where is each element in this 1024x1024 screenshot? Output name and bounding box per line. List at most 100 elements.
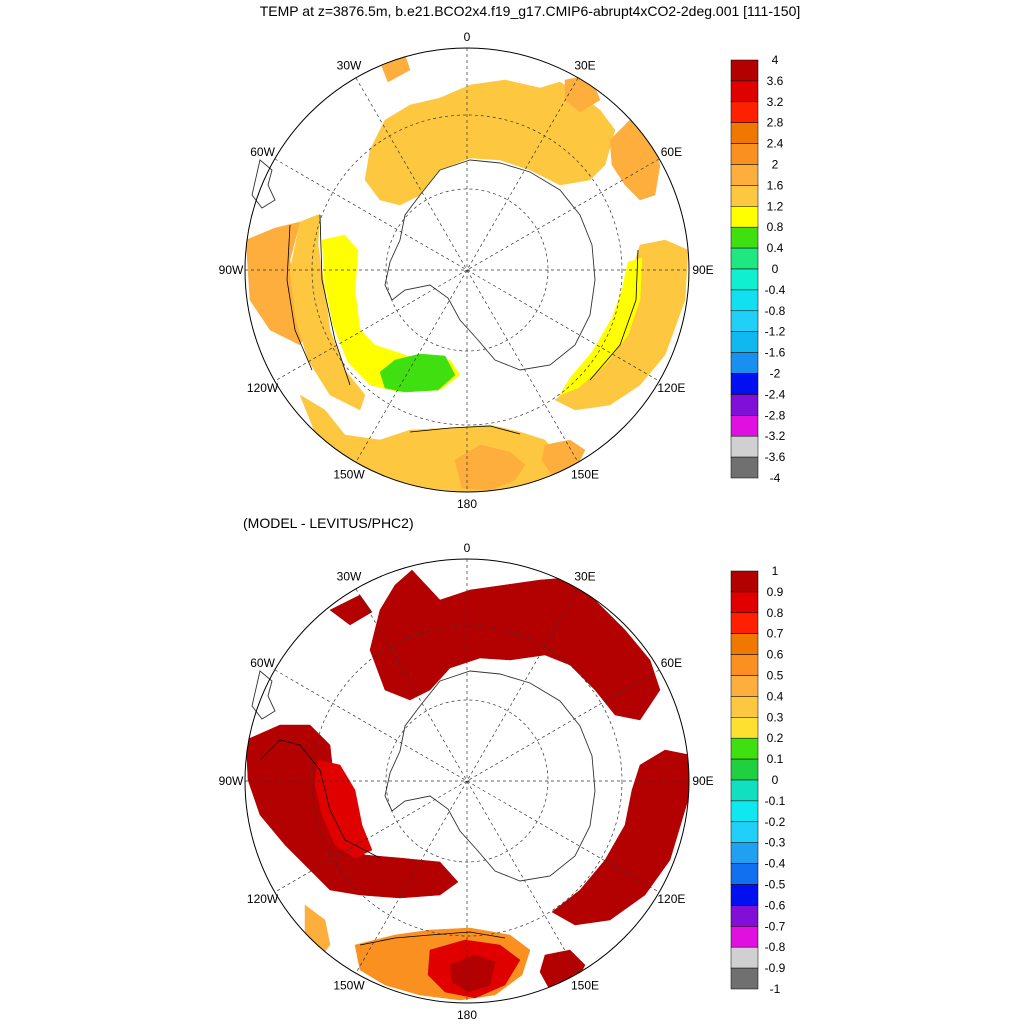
longitude-label: 0 xyxy=(464,541,471,555)
colorbar-label: -0.5 xyxy=(765,878,786,892)
colorbar-swatch xyxy=(730,926,759,948)
longitude-label: 120W xyxy=(247,892,279,906)
colorbar-swatch xyxy=(730,905,759,927)
colorbar-label: 0.9 xyxy=(767,585,784,599)
colorbar-swatch xyxy=(730,737,759,760)
colorbar-label: 0 xyxy=(772,262,779,276)
longitude-label: 30W xyxy=(337,570,362,584)
graticule xyxy=(245,559,689,1003)
contour-line xyxy=(286,224,313,371)
colorbar-swatch xyxy=(730,863,759,885)
colorbar-label: 3.6 xyxy=(767,74,784,88)
longitude-label: 30E xyxy=(574,59,595,73)
colorbar-label: -1.2 xyxy=(765,325,786,339)
antarctica-coastline xyxy=(384,670,596,882)
longitude-label: 30W xyxy=(337,59,362,73)
colorbar-swatch xyxy=(730,185,759,207)
colorbar-swatch xyxy=(730,696,759,718)
colorbar-swatch xyxy=(730,247,759,270)
colorbar-swatch xyxy=(730,226,759,249)
colorbar-label: -0.7 xyxy=(765,919,786,933)
field-warm xyxy=(364,79,616,206)
colorbar-swatch xyxy=(730,717,759,739)
longitude-label: 120E xyxy=(657,381,685,395)
colorbar-swatch xyxy=(730,122,759,144)
colorbar-label: 0.8 xyxy=(767,606,784,620)
longitude-label: 150E xyxy=(571,467,599,481)
contour-line xyxy=(259,739,381,859)
colorbar-label: 2.8 xyxy=(767,116,784,130)
field-green xyxy=(379,353,456,393)
colorbar-label: 3.2 xyxy=(767,95,784,109)
colorbar-swatch xyxy=(730,352,759,374)
field-dark-nw xyxy=(329,594,373,626)
colorbar-label: -0.8 xyxy=(765,304,786,318)
field-mid-w xyxy=(289,213,366,411)
longitude-label: 120W xyxy=(247,381,279,395)
colorbar-label: -2 xyxy=(770,367,781,381)
colorbar-swatch xyxy=(730,164,759,186)
contour-line xyxy=(589,249,639,381)
longitude-label: 60E xyxy=(661,656,682,670)
field-dark-e xyxy=(551,749,689,926)
colorbar-label: -3.6 xyxy=(765,450,786,464)
colorbar-label: 0.3 xyxy=(767,710,784,724)
temperature-field xyxy=(245,54,689,492)
colorbar-swatch xyxy=(730,101,759,123)
colorbar-swatch xyxy=(730,612,759,634)
colorbar-label: 0.5 xyxy=(767,669,784,683)
colorbar-swatch xyxy=(730,289,759,312)
contour-line xyxy=(409,425,521,435)
colorbar-swatch xyxy=(730,821,759,843)
colorbar-label: -0.8 xyxy=(765,940,786,954)
colorbar-swatch xyxy=(730,394,759,416)
field-mid-s xyxy=(304,904,331,961)
colorbar-temperature: 4 3.6 3.2 2.8 2.4 2 1.6 1.2 0.8 0.4 0 -0.4 -0.8 -1.2 -… xyxy=(730,53,786,485)
colorbar-label: 0 xyxy=(772,773,779,787)
map-boundary xyxy=(244,558,690,1004)
field-red-w xyxy=(314,759,373,859)
contour-line xyxy=(319,214,351,386)
colorbar-label: 4 xyxy=(772,53,779,67)
colorbar-label: -1 xyxy=(770,982,781,996)
colorbar-label: 0.1 xyxy=(767,752,784,766)
colorbar-label: 0.2 xyxy=(767,731,784,745)
colorbar-swatch xyxy=(730,654,759,676)
map-boundary xyxy=(244,47,690,493)
colorbar-swatch xyxy=(730,415,759,437)
colorbar-label: -0.4 xyxy=(765,283,786,297)
longitude-label: 90W xyxy=(219,774,244,788)
colorbar-swatch xyxy=(730,633,759,655)
longitude-label: 90E xyxy=(692,263,713,277)
colorbar-label: 0.4 xyxy=(767,689,784,703)
south-america-coastline xyxy=(251,670,276,720)
colorbar-label: -4 xyxy=(770,471,781,485)
colorbar-label: -3.2 xyxy=(765,429,786,443)
colorbar-label: 1.6 xyxy=(767,178,784,192)
field-warm-ne xyxy=(609,119,661,201)
field-warm-top xyxy=(379,54,411,83)
longitude-label: 60W xyxy=(250,656,275,670)
colorbar-swatch xyxy=(730,967,759,990)
colorbar-swatch xyxy=(730,80,759,103)
colorbar-swatch xyxy=(730,331,759,353)
colorbar-swatch xyxy=(730,570,759,593)
colorbar-label: 1.2 xyxy=(767,199,784,213)
colorbar-swatch xyxy=(730,675,759,697)
longitude-label: 60E xyxy=(661,145,682,159)
colorbar-swatch xyxy=(730,800,759,823)
colorbar-difference: 1 0.9 0.8 0.7 0.6 0.5 0.4 0.3 0.2 0.1 0 -0.1 -0.2 -0.… xyxy=(730,564,786,996)
longitude-label: 180 xyxy=(457,1008,477,1022)
colorbar-label: -0.6 xyxy=(765,898,786,912)
figure-title: TEMP at z=3876.5m, b.e21.BCO2x4.f19_g17.… xyxy=(259,3,801,19)
field-yellow-e xyxy=(559,257,643,396)
longitude-label: 90W xyxy=(219,263,244,277)
contour-line xyxy=(359,931,506,946)
colorbar-label: 2 xyxy=(772,158,779,172)
south-america-coastline xyxy=(251,159,276,209)
colorbar-label: 0.4 xyxy=(767,241,784,255)
colorbar-swatch xyxy=(730,268,759,291)
field-dark-w xyxy=(245,724,459,899)
longitude-label: 90E xyxy=(692,774,713,788)
